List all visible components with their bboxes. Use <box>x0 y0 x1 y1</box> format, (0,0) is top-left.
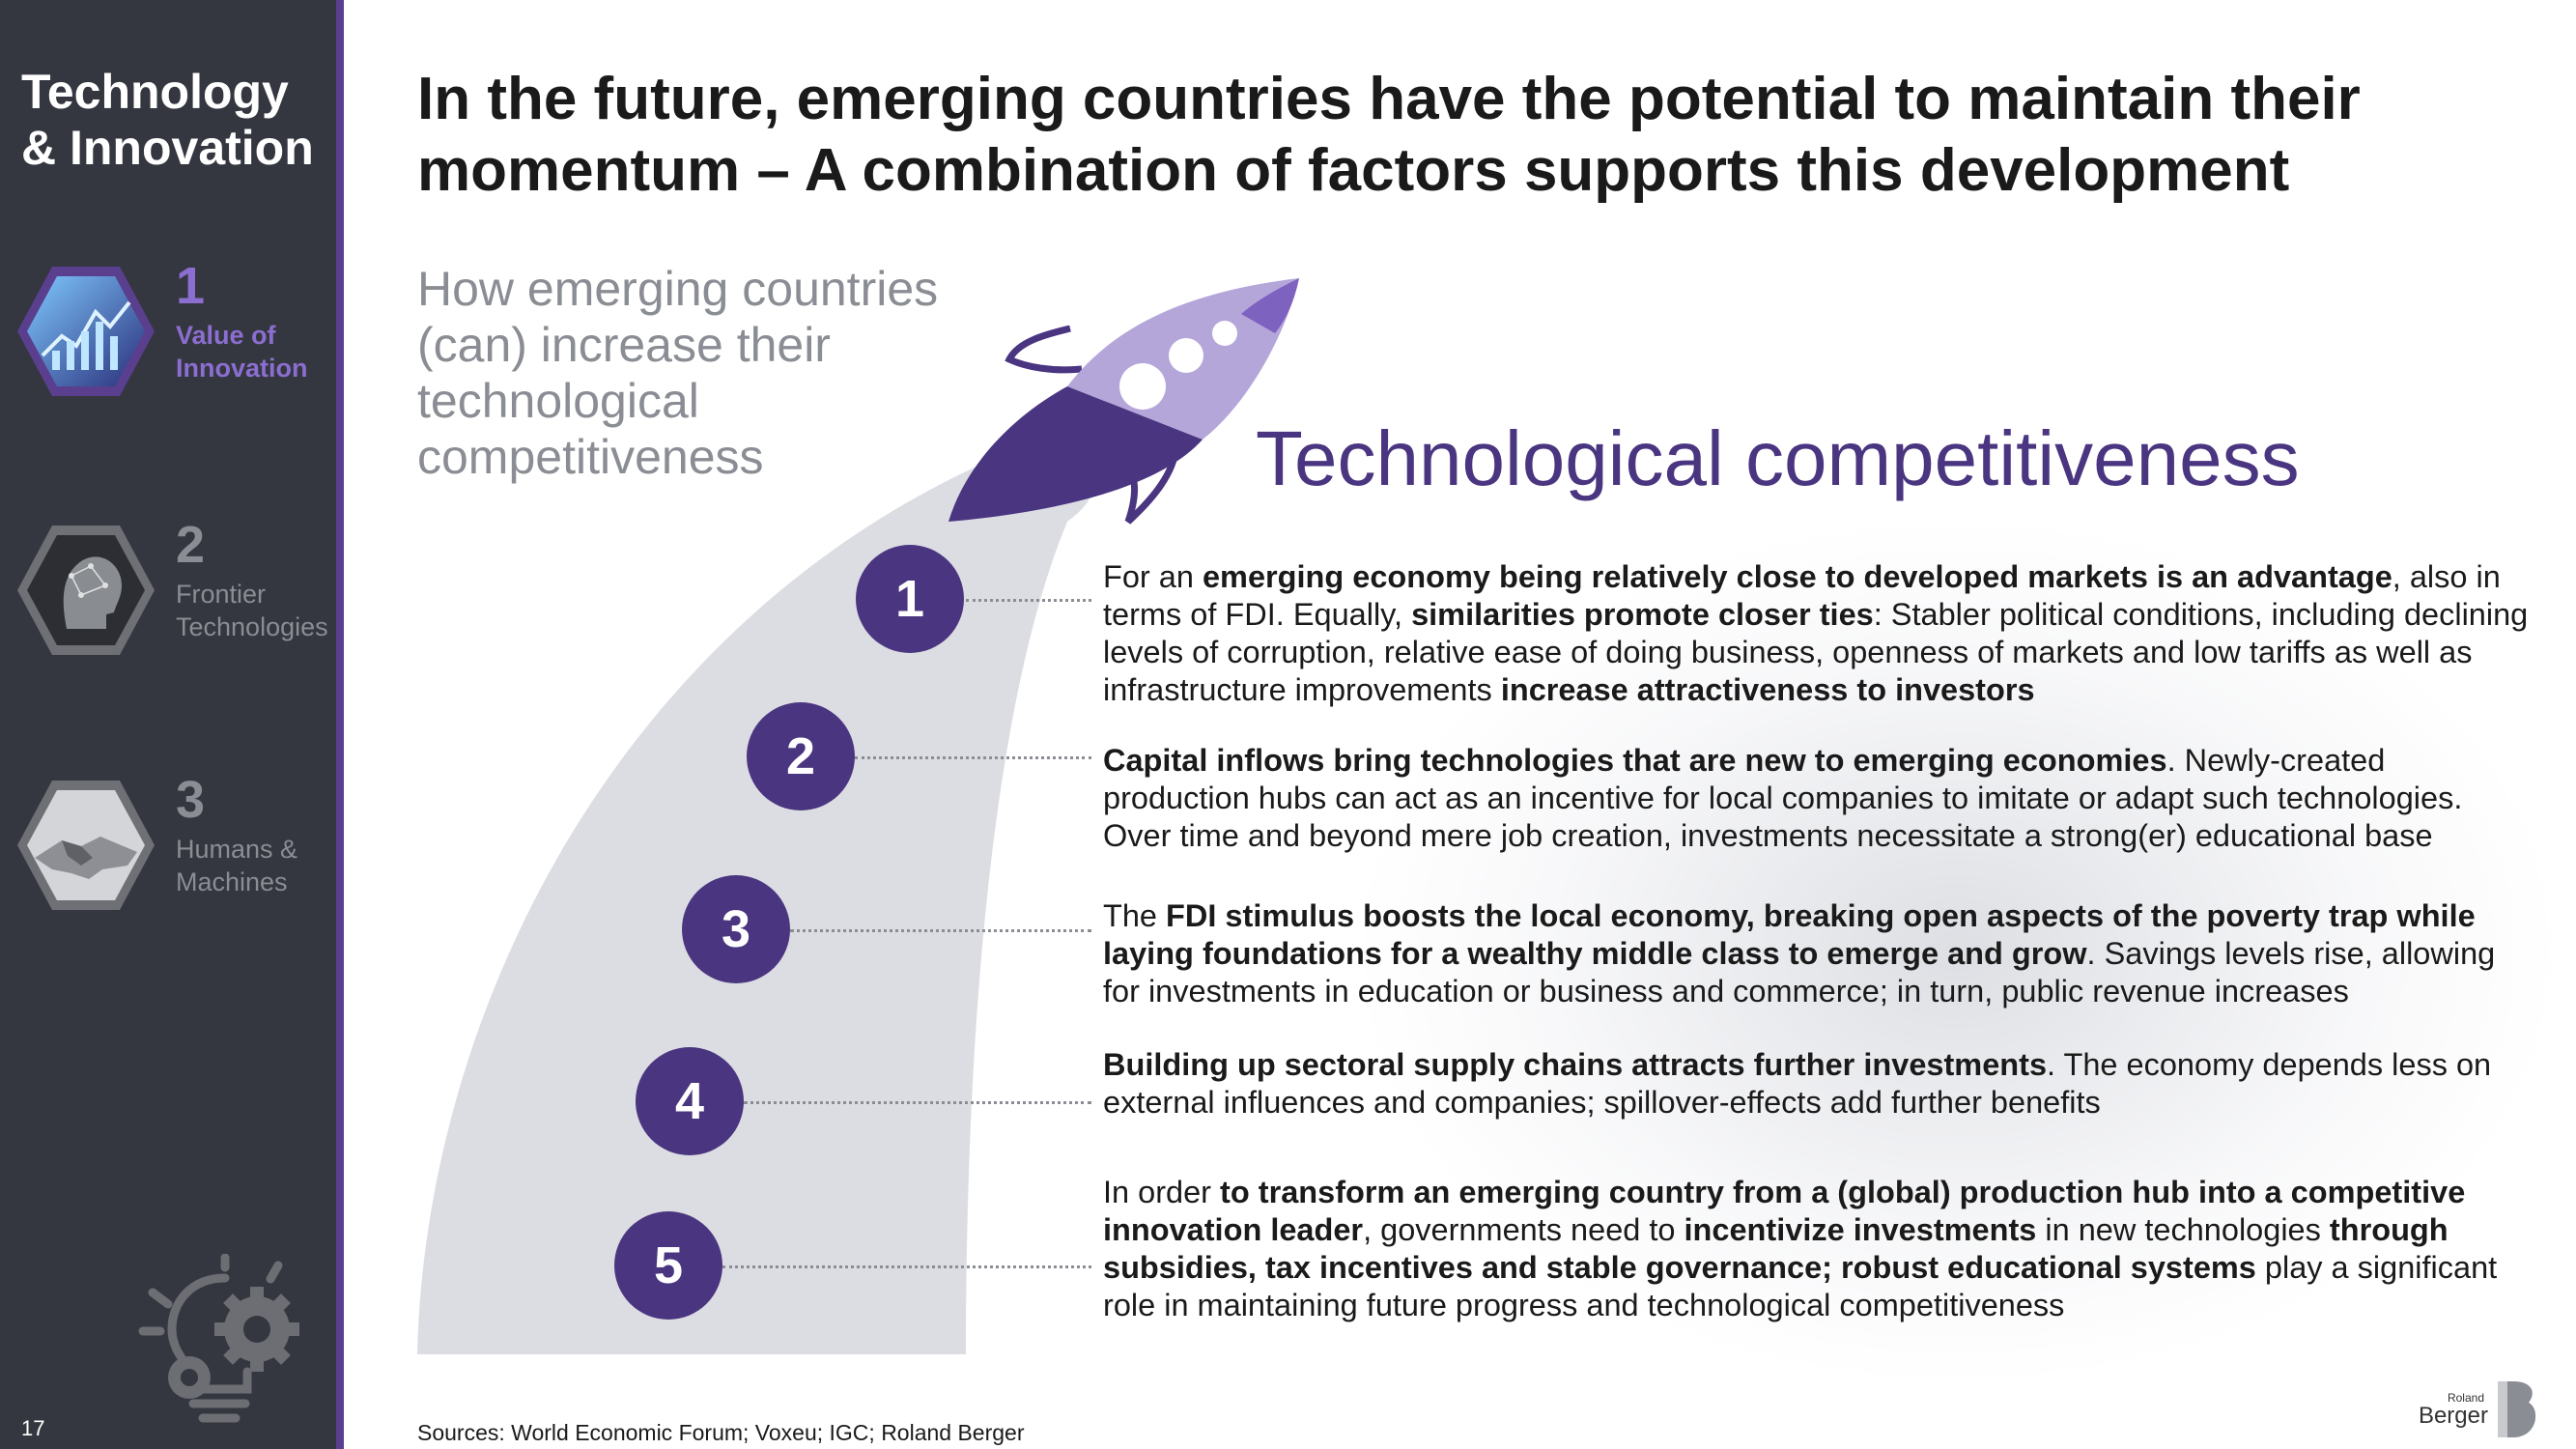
roland-berger-logo: Roland Berger <box>2409 1379 2544 1437</box>
step-2-number: 2 <box>747 702 855 810</box>
step-text-run: In order <box>1103 1175 1221 1209</box>
step-5-number: 5 <box>614 1211 722 1320</box>
step-text-bold-run: through subsidies, tax incentives and st… <box>1103 1212 2449 1285</box>
logo-b-mark-icon <box>2498 1381 2536 1437</box>
page-number: 17 <box>21 1416 45 1440</box>
step-text-run: in new technologies <box>2036 1212 2330 1247</box>
step-text-run: . Newly-created production hubs can act … <box>1103 743 2463 853</box>
step-text-run: The <box>1103 898 1167 933</box>
step-text-run: play a significant role in maintaining f… <box>1103 1250 2498 1322</box>
sidebar-item-number: 1 <box>176 257 206 315</box>
step-5-text: In order to transform an emerging countr… <box>1103 1174 2533 1324</box>
subheadline: How emerging countries (can) increase th… <box>417 262 939 484</box>
logo-line-1: Roland <box>2447 1391 2484 1405</box>
step-text-bold-run: Capital inflows bring technologies that … <box>1103 743 2167 778</box>
sidebar-item-label: Humans & Machines <box>176 835 298 896</box>
data-tech-hex-icon <box>17 267 155 396</box>
step-3-text: The FDI stimulus boosts the local econom… <box>1103 897 2533 1010</box>
step-4-number: 4 <box>636 1047 744 1155</box>
step-4-text: Building up sectoral supply chains attra… <box>1103 1046 2533 1122</box>
sidebar-item-number: 3 <box>176 771 206 829</box>
page-title: In the future, emerging countries have t… <box>417 66 2361 204</box>
sidebar-item-humans-and-machines[interactable]: 3 Humans & Machines <box>14 771 336 918</box>
step-5-leader <box>722 1265 1091 1268</box>
step-text-run: , also in terms of FDI. Equally, <box>1103 559 2501 632</box>
sidebar-item-frontier-technologies[interactable]: 2 Frontier Technologies <box>14 516 336 663</box>
step-text-bold-run: increase attractiveness to investors <box>1500 672 2035 707</box>
sources-footnote: Sources: World Economic Forum; Voxeu; IG… <box>417 1420 1025 1445</box>
sidebar-item-label: Frontier Technologies <box>176 580 328 641</box>
step-text-run: . The economy depends less on external i… <box>1103 1047 2492 1120</box>
logo-line-2: Berger <box>2418 1403 2488 1429</box>
step-4-leader <box>744 1101 1091 1104</box>
sidebar: Technology & Innovation 1 Value of Innov… <box>0 0 336 1449</box>
step-text-run: , governments need to <box>1363 1212 1684 1247</box>
step-text-bold-run: emerging economy being relatively close … <box>1202 559 2392 594</box>
sidebar-item-value-of-innovation[interactable]: 1 Value of Innovation <box>14 257 336 404</box>
sidebar-accent-bar <box>336 0 344 1449</box>
sidebar-item-number: 2 <box>176 516 206 574</box>
step-3-leader <box>790 929 1091 932</box>
rocket-icon <box>948 278 1299 525</box>
step-2-leader <box>855 756 1091 759</box>
section-title: Technology & Innovation <box>21 65 314 175</box>
handshake-hex-icon <box>17 781 155 910</box>
step-text-run: . Savings levels rise, allowing for inve… <box>1103 936 2496 1009</box>
step-text-run: : Stabler political conditions, includin… <box>1103 597 2529 707</box>
step-text-bold-run: Building up sectoral supply chains attra… <box>1103 1047 2048 1082</box>
step-1-text: For an emerging economy being relatively… <box>1103 558 2533 709</box>
step-text-bold-run: to transform an emerging country from a … <box>1103 1175 2466 1247</box>
step-2-text: Capital inflows bring technologies that … <box>1103 742 2533 855</box>
diagram-title: Technological competitiveness <box>1256 415 2300 501</box>
sidebar-item-label: Value of Innovation <box>176 321 308 383</box>
background-texture <box>947 367 2576 1430</box>
step-1-leader <box>966 599 1091 602</box>
step-3-number: 3 <box>682 875 790 983</box>
step-text-bold-run: incentivize investments <box>1684 1212 2037 1247</box>
step-text-run: For an <box>1103 559 1203 594</box>
bulb-gear-icon <box>138 1254 299 1423</box>
step-text-bold-run: FDI stimulus boosts the local economy, b… <box>1103 898 2476 971</box>
ai-head-hex-icon <box>17 526 155 655</box>
step-text-bold-run: similarities promote closer ties <box>1411 597 1874 632</box>
step-1-number: 1 <box>856 545 964 653</box>
